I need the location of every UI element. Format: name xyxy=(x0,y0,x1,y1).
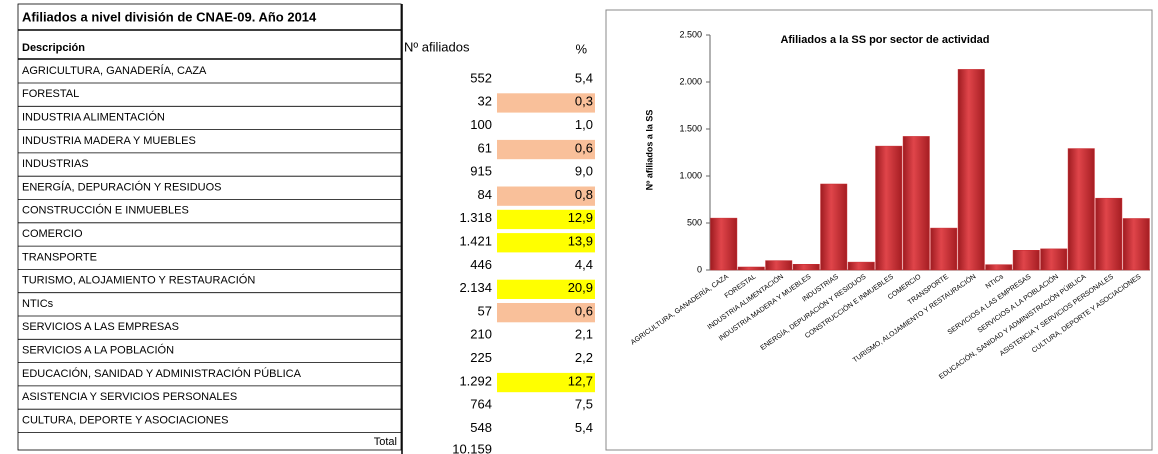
highlight-cell xyxy=(497,139,595,160)
description: TURISMO, ALOJAMIENTO Y RESTAURACIÓN xyxy=(22,274,255,287)
bar xyxy=(710,217,738,271)
pct: 1,0 xyxy=(575,117,593,132)
chart-frame xyxy=(605,9,1153,451)
afiliados: 1.318 xyxy=(459,210,492,225)
description: INDUSTRIA ALIMENTACIÓN xyxy=(22,111,165,124)
total-value: 10.159 xyxy=(452,441,492,454)
table-title: Afiliados a nivel división de CNAE-09. A… xyxy=(22,9,317,24)
afiliados: 915 xyxy=(470,164,492,179)
description: SERVICIOS A LA POBLACIÓN xyxy=(22,344,174,357)
description: FORESTAL xyxy=(22,88,79,100)
afiliados: 446 xyxy=(470,257,492,272)
afiliados: 100 xyxy=(470,117,492,132)
header: Descripción xyxy=(22,42,85,54)
pct: 2,1 xyxy=(575,327,593,342)
pct: 4,4 xyxy=(575,257,593,272)
bar xyxy=(765,260,793,271)
afiliados: 57 xyxy=(478,303,492,318)
bar xyxy=(1095,197,1123,271)
bar xyxy=(1012,250,1040,271)
bar xyxy=(957,69,985,271)
x-tick-label: TURISMO, ALOJAMIENTO Y RESTAURACIÓN xyxy=(851,272,978,365)
afiliados: 210 xyxy=(470,327,492,342)
description: COMERCIO xyxy=(22,228,83,240)
afiliados: 32 xyxy=(478,94,492,109)
pct: 12,7 xyxy=(568,373,593,388)
afiliados: 1.292 xyxy=(459,373,492,388)
header: % xyxy=(575,41,587,56)
pct: 0,6 xyxy=(575,140,593,155)
afiliados: 2.134 xyxy=(459,280,492,295)
pct: 13,9 xyxy=(568,234,593,249)
description: TRANSPORTE xyxy=(22,251,97,263)
bar xyxy=(847,261,875,271)
y-tick-label: 2.500 xyxy=(679,29,702,39)
y-tick-label: 2.000 xyxy=(679,76,702,86)
pct: 2,2 xyxy=(575,350,593,365)
bar xyxy=(930,227,958,271)
bar xyxy=(902,136,930,271)
afiliados: 548 xyxy=(470,420,492,435)
pct: 5,4 xyxy=(575,70,593,85)
description: EDUCACIÓN, SANIDAD Y ADMINISTRACIÓN PÚBL… xyxy=(22,367,302,380)
highlight-cell xyxy=(497,303,595,323)
description: SERVICIOS A LAS EMPRESAS xyxy=(22,321,179,333)
highlight-cell xyxy=(497,372,595,393)
description: NTICs xyxy=(22,298,54,310)
description: AGRICULTURA, GANADERÍA, CAZA xyxy=(22,64,207,77)
bar xyxy=(1040,248,1068,271)
afiliados: 552 xyxy=(470,70,492,85)
y-tick-label: 1.500 xyxy=(679,123,702,133)
y-tick-label: 500 xyxy=(687,217,702,227)
table-border xyxy=(17,3,402,451)
bar xyxy=(792,264,820,271)
highlight-cell xyxy=(497,186,595,206)
description: INDUSTRIA MADERA Y MUEBLES xyxy=(22,135,196,147)
pct: 5,4 xyxy=(575,420,593,435)
highlight-cell xyxy=(497,209,595,230)
highlight-cell xyxy=(497,279,595,299)
x-tick-label: AGRICULTURA, GANADERÍA, CAZA xyxy=(629,272,731,347)
description: CONSTRUCCIÓN E INMUEBLES xyxy=(22,204,189,217)
y-tick-label: 0 xyxy=(697,264,702,274)
total-label: Total xyxy=(374,436,397,448)
afiliados: 1.421 xyxy=(459,234,492,249)
highlight-cell xyxy=(497,233,595,253)
y-axis-label: Nº afiliados a la SS xyxy=(644,110,654,191)
afiliados: 764 xyxy=(470,397,492,412)
bar xyxy=(985,264,1013,271)
afiliados: 84 xyxy=(478,187,492,202)
pct: 7,5 xyxy=(575,397,593,412)
afiliados: 61 xyxy=(478,140,492,155)
y-tick-label: 1.000 xyxy=(679,170,702,180)
pct: 20,9 xyxy=(568,280,593,295)
afiliados: 225 xyxy=(470,350,492,365)
chart-title: Afiliados a la SS por sector de activida… xyxy=(780,34,989,46)
highlight-cell xyxy=(497,93,595,113)
pct: 0,3 xyxy=(575,94,593,109)
header: Nº afiliados xyxy=(404,39,470,54)
bar xyxy=(737,266,765,271)
bar xyxy=(1067,148,1095,271)
description: INDUSTRIAS xyxy=(22,158,89,170)
pct: 9,0 xyxy=(575,164,593,179)
x-tick-label: NTICs xyxy=(985,273,1006,290)
pct: 0,8 xyxy=(575,187,593,202)
description: ENERGÍA, DEPURACIÓN Y RESIDUOS xyxy=(22,180,221,193)
pct: 0,6 xyxy=(575,303,593,318)
description: CULTURA, DEPORTE Y ASOCIACIONES xyxy=(22,414,228,426)
pct: 12,9 xyxy=(568,210,593,225)
bar xyxy=(820,183,848,271)
description: ASISTENCIA Y SERVICIOS PERSONALES xyxy=(22,391,237,403)
bar xyxy=(875,145,903,271)
bar xyxy=(1122,218,1150,271)
